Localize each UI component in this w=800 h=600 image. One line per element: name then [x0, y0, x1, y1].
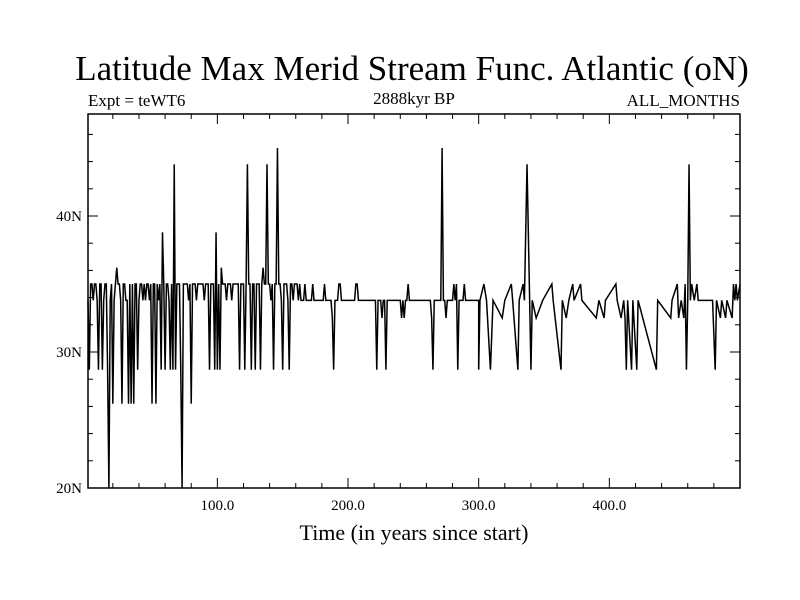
- subtitle-right: ALL_MONTHS: [627, 91, 740, 110]
- chart-title: Latitude Max Merid Stream Func. Atlantic…: [75, 49, 749, 88]
- y-tick-label: 30N: [56, 345, 82, 361]
- x-tick-label: 100.0: [200, 498, 234, 514]
- y-axis-ticks: 20N 30N 40N: [56, 133, 740, 497]
- subtitle-left: Expt = teWT6: [88, 91, 185, 110]
- x-tick-label: 300.0: [462, 498, 496, 514]
- x-axis-label: Time (in years since start): [300, 520, 529, 545]
- y-tick-label: 40N: [56, 209, 82, 225]
- y-tick-label: 20N: [56, 481, 82, 497]
- x-tick-label: 400.0: [592, 498, 626, 514]
- x-axis-ticks: 100.0 200.0 300.0 400.0: [112, 114, 715, 514]
- series-line: [87, 147, 741, 489]
- subtitle-center: 2888kyr BP: [373, 89, 455, 108]
- series-group: [87, 147, 741, 489]
- x-tick-label: 200.0: [331, 498, 365, 514]
